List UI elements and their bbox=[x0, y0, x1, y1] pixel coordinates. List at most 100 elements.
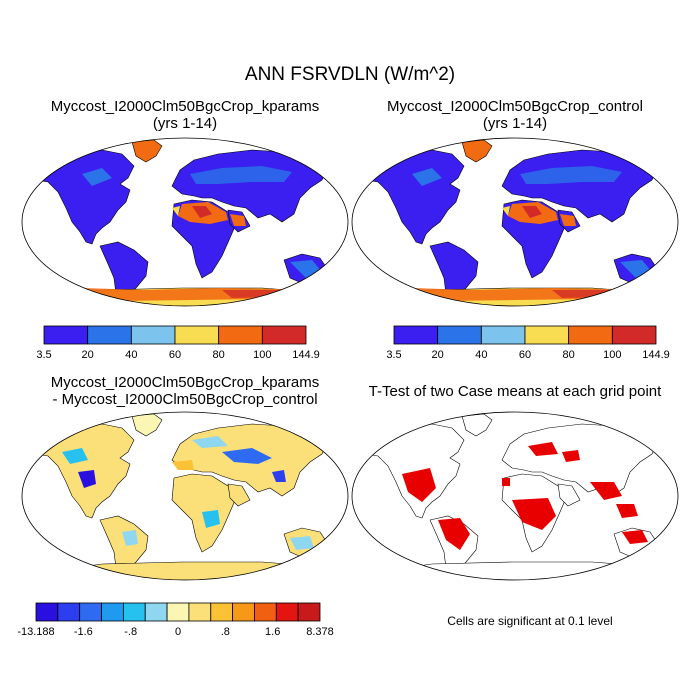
colorbar-abs-swatch bbox=[43, 325, 89, 345]
colorbar-diff-swatch bbox=[275, 602, 299, 622]
field-patch bbox=[520, 166, 622, 184]
colorbar-diff-swatch bbox=[188, 602, 212, 622]
continent-antarctica bbox=[352, 561, 678, 580]
field-patch bbox=[230, 214, 246, 226]
colorbar-diff-tick-label: 0 bbox=[175, 626, 181, 638]
globe-border bbox=[351, 411, 679, 581]
field-patch bbox=[372, 288, 668, 302]
colorbar-abs-swatch bbox=[437, 325, 482, 345]
colorbar-diff-swatch bbox=[79, 602, 102, 622]
panel-3-title-line2: - Myccost_I2000Clm50BgcCrop_control bbox=[52, 391, 318, 408]
map-panel-difference bbox=[21, 411, 349, 581]
colorbar-control: 3.5 20 40 60 80 100 144.9 bbox=[386, 325, 670, 361]
colorbar-diff-swatch bbox=[144, 602, 168, 622]
colorbar-abs-swatch bbox=[524, 325, 570, 345]
panel-1-title: Myccost_I2000Clm50BgcCrop_kparams (yrs 1… bbox=[20, 98, 350, 132]
globe-border bbox=[351, 137, 679, 307]
colorbar-abs-tick-label: 40 bbox=[475, 349, 487, 361]
field-patch bbox=[222, 448, 272, 464]
continent-northAmerica bbox=[29, 423, 135, 519]
field-patch bbox=[438, 518, 470, 550]
field-patch bbox=[552, 290, 652, 298]
globe-border bbox=[21, 411, 349, 581]
field-patch bbox=[616, 504, 638, 518]
colorbar-diff-tick-label: 8.378 bbox=[306, 626, 334, 638]
field-patch bbox=[290, 536, 314, 550]
continent-greenland bbox=[461, 413, 493, 437]
continent-northAmerica bbox=[359, 149, 465, 245]
field-patch bbox=[82, 168, 112, 186]
field-patch bbox=[412, 168, 442, 186]
colorbar-abs-tick-label: 3.5 bbox=[386, 349, 401, 361]
field-patch bbox=[562, 450, 580, 462]
field-patch bbox=[190, 166, 292, 184]
continent-eurasia bbox=[501, 149, 659, 223]
field-patch bbox=[622, 530, 648, 544]
continent-greenland bbox=[461, 139, 493, 163]
colorbar-abs-swatch bbox=[261, 325, 307, 345]
field-patch bbox=[502, 206, 510, 216]
continent-northAmerica bbox=[29, 149, 135, 245]
colorbar-abs-tick-label: 20 bbox=[432, 349, 444, 361]
colorbar-diff-swatch bbox=[210, 602, 234, 622]
colorbar-diff-swatch bbox=[232, 602, 255, 622]
colorbar-abs-tick-label: 100 bbox=[603, 349, 621, 361]
map-panel-kparams bbox=[21, 137, 349, 307]
field-patch bbox=[202, 510, 220, 528]
panel-1-title-line2: (yrs 1-14) bbox=[152, 115, 218, 132]
map-panel-ttest bbox=[351, 411, 679, 581]
colorbar-diff-swatch bbox=[166, 602, 190, 622]
field-patch bbox=[590, 482, 622, 500]
map-panel-control bbox=[351, 137, 679, 307]
continent-arabia bbox=[557, 483, 581, 507]
colorbar-abs-swatch bbox=[393, 325, 439, 345]
field-patch bbox=[272, 470, 286, 482]
continent-arabia bbox=[227, 483, 251, 507]
colorbar-abs-tick-label: 60 bbox=[169, 349, 181, 361]
panel-4-title: T-Test of two Case means at each grid po… bbox=[350, 383, 680, 400]
colorbar-abs-swatch bbox=[87, 325, 132, 345]
field-patch bbox=[78, 470, 96, 488]
panel-3-title: Myccost_I2000Clm50BgcCrop_kparams - Mycc… bbox=[20, 374, 350, 408]
colorbar-abs-swatch bbox=[130, 325, 176, 345]
colorbar-diff-tick-label: .8 bbox=[221, 626, 230, 638]
field-patch bbox=[522, 206, 542, 218]
panel-2-title: Myccost_I2000Clm50BgcCrop_control (yrs 1… bbox=[350, 98, 680, 132]
colorbar-abs-tick-label: 144.9 bbox=[292, 349, 320, 361]
colorbar-diff-swatch bbox=[57, 602, 81, 622]
colorbar-abs-tick-label: 100 bbox=[253, 349, 271, 361]
colorbar-abs-tick-label: 144.9 bbox=[642, 349, 670, 361]
colorbar-abs-tick-label: 60 bbox=[519, 349, 531, 361]
colorbar-diff-swatch bbox=[122, 602, 146, 622]
continent-eurasia bbox=[171, 149, 329, 223]
colorbar-diff-swatch bbox=[254, 602, 277, 622]
field-patch bbox=[560, 214, 576, 226]
field-patch bbox=[172, 460, 194, 470]
colorbar-abs-swatch bbox=[218, 325, 263, 345]
continent-greenland bbox=[131, 139, 163, 163]
colorbar-kparams: 3.5 20 40 60 80 100 144.9 bbox=[36, 325, 320, 361]
colorbar-abs-swatch bbox=[568, 325, 613, 345]
field-patch bbox=[62, 448, 88, 464]
continent-greenland bbox=[131, 413, 163, 437]
colorbar-abs-tick-label: 80 bbox=[213, 349, 225, 361]
colorbar-diff-tick-label: 1.6 bbox=[265, 626, 280, 638]
panel-3-title-line1: Myccost_I2000Clm50BgcCrop_kparams bbox=[50, 374, 320, 391]
figure-title: ANN FSRVDLN (W/m^2) bbox=[244, 64, 456, 85]
field-patch bbox=[42, 288, 338, 302]
colorbar-abs-swatch bbox=[611, 325, 657, 345]
colorbar-diff-tick-label: -.8 bbox=[124, 626, 137, 638]
continent-northAmerica bbox=[359, 423, 465, 519]
globe-border bbox=[21, 137, 349, 307]
field-patch bbox=[528, 442, 558, 456]
field-patch bbox=[172, 206, 180, 216]
ttest-significance-note: Cells are significant at 0.1 level bbox=[447, 614, 613, 628]
field-patch bbox=[502, 478, 510, 486]
panel-4-title-line1: T-Test of two Case means at each grid po… bbox=[368, 383, 662, 400]
panel-2-title-line1: Myccost_I2000Clm50BgcCrop_control bbox=[387, 98, 643, 115]
colorbar-diff-tick-label: -13.188 bbox=[17, 626, 54, 638]
colorbar-diff-swatch bbox=[297, 602, 321, 622]
colorbar-diff-tick-label: -1.6 bbox=[74, 626, 93, 638]
panel-2-title-line2: (yrs 1-14) bbox=[482, 115, 548, 132]
colorbar-abs-tick-label: 3.5 bbox=[36, 349, 51, 361]
